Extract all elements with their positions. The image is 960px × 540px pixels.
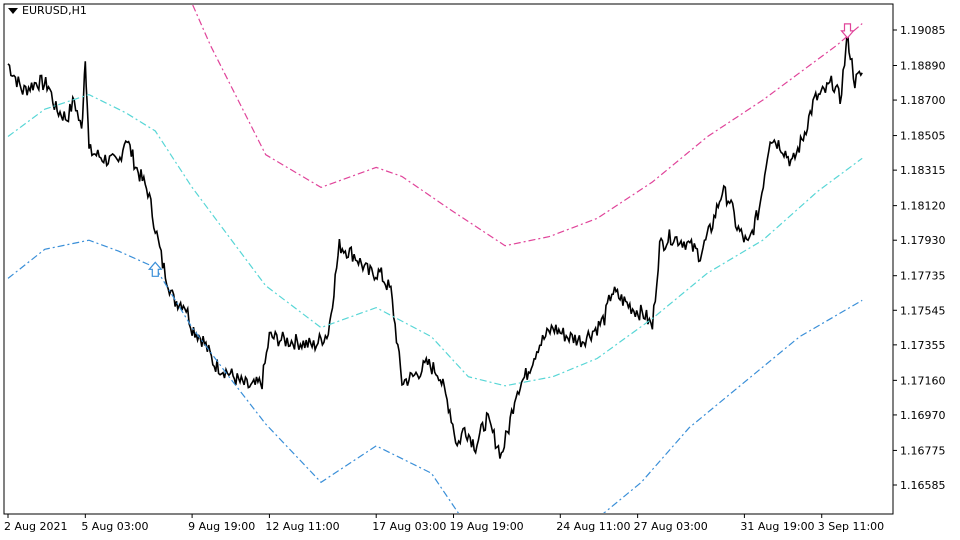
plot-frame [3, 3, 894, 515]
y-tick-label: 1.17930 [900, 234, 946, 247]
y-tick-label: 1.17545 [900, 304, 946, 317]
y-tick-label: 1.16775 [900, 444, 946, 457]
y-tick-label: 1.17160 [900, 374, 946, 387]
x-tick-label: 12 Aug 11:00 [265, 520, 339, 533]
band-line-3 [7, 239, 863, 513]
buy-arrow-icon[interactable] [147, 261, 163, 277]
symbol-text: EURUSD,H1 [22, 4, 87, 17]
y-tick-label: 1.16970 [900, 409, 946, 422]
x-tick-label: 9 Aug 19:00 [188, 520, 255, 533]
time-axis: 2 Aug 2021 5 Aug 03:00 9 Aug 19:00 12 Aug 1… [4, 514, 884, 533]
series-layer [7, 5, 863, 513]
sell-arrow-icon[interactable] [840, 23, 855, 39]
band-line-2 [7, 93, 863, 387]
band-line-1 [192, 5, 863, 247]
x-tick-label: 31 Aug 19:00 [740, 520, 814, 533]
x-tick-label: 17 Aug 03:00 [372, 520, 446, 533]
x-tick-label: 24 Aug 11:00 [556, 520, 630, 533]
x-tick-label: 3 Sep 11:00 [818, 520, 884, 533]
price-axis: 1.19085 1.18890 1.18700 1.18505 1.18315 1.181… [893, 24, 946, 492]
dropdown-triangle-icon[interactable] [8, 7, 18, 14]
y-tick-label: 1.16585 [900, 479, 946, 492]
symbol-label[interactable]: EURUSD,H1 [8, 4, 87, 17]
x-tick-label: 27 Aug 03:00 [634, 520, 708, 533]
price-line [7, 29, 863, 459]
x-tick-label: 2 Aug 2021 [4, 520, 67, 533]
y-tick-label: 1.18890 [900, 59, 946, 72]
signal-layer [147, 23, 855, 277]
y-tick-label: 1.18700 [900, 94, 946, 107]
y-tick-label: 1.19085 [900, 24, 946, 37]
plot-border [3, 3, 894, 515]
y-tick-label: 1.18315 [900, 164, 946, 177]
y-tick-label: 1.18505 [900, 130, 946, 143]
y-tick-label: 1.18120 [900, 200, 946, 213]
x-tick-label: 5 Aug 03:00 [81, 520, 148, 533]
y-tick-label: 1.17735 [900, 270, 946, 283]
x-tick-label: 19 Aug 19:00 [450, 520, 524, 533]
y-tick-label: 1.17355 [900, 339, 946, 352]
